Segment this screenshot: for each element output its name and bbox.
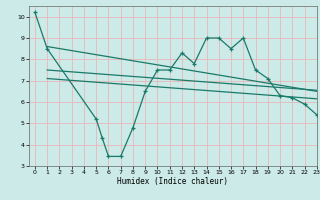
X-axis label: Humidex (Indice chaleur): Humidex (Indice chaleur) (117, 177, 228, 186)
